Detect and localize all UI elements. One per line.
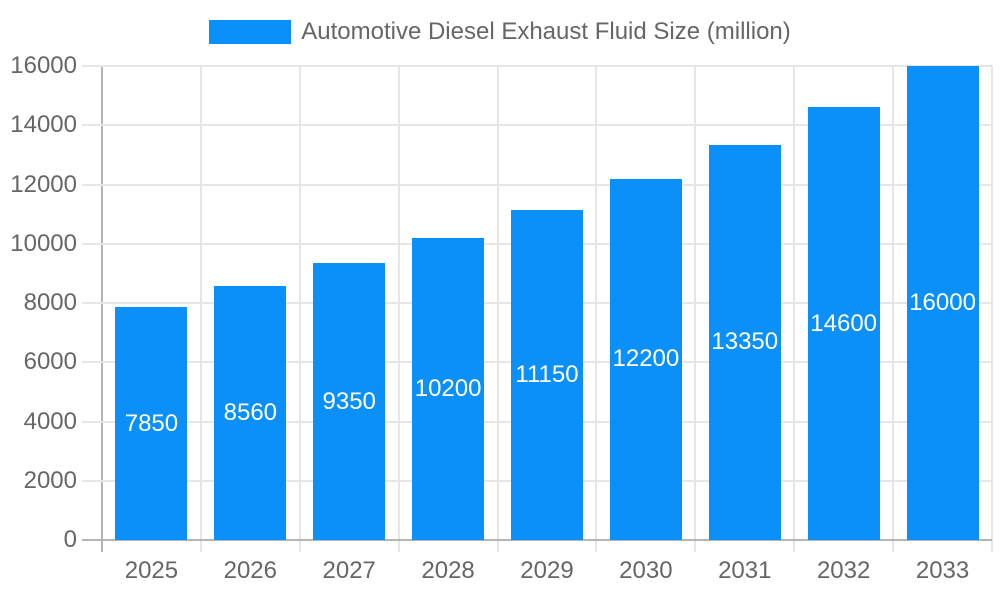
gridline-vertical (199, 66, 202, 552)
gridline-vertical (101, 66, 103, 552)
bar-value-label-2032: 14600 (810, 309, 878, 337)
x-axis-tick-label-2026: 2026 (223, 557, 277, 584)
gridline-horizontal (82, 539, 992, 541)
x-axis-tick-label-2029: 2029 (520, 557, 574, 584)
bar-value-label-2033: 16000 (909, 289, 976, 316)
y-axis-tick-label: 14000 (10, 111, 77, 139)
bar-2032 (807, 107, 880, 540)
x-axis-tick-label-2031: 2031 (718, 557, 772, 584)
y-axis-tick-label: 6000 (23, 348, 77, 376)
y-axis-tick-label: 16000 (10, 52, 77, 79)
bar-2031 (708, 144, 781, 540)
bar-value-label-2027: 9350 (322, 387, 376, 415)
x-axis-tick-label-2033: 2033 (915, 557, 970, 584)
y-axis-tick-label: 4000 (23, 407, 77, 435)
bar-2025 (115, 307, 188, 540)
bar-2033 (906, 66, 979, 540)
bar-value-label-2030: 12200 (612, 345, 680, 373)
bar-2026 (214, 286, 287, 540)
bar-value-label-2026: 8560 (223, 399, 278, 427)
x-axis-tick-label-2028: 2028 (421, 557, 475, 584)
y-axis-tick-label: 8000 (23, 289, 77, 316)
bar-value-label-2028: 10200 (414, 374, 482, 402)
bar-2028 (412, 237, 485, 540)
x-axis-tick-label-2030: 2030 (619, 557, 673, 584)
x-axis-tick-label-2032: 2032 (816, 557, 871, 584)
gridline-vertical (991, 66, 993, 552)
gridline-vertical (793, 66, 796, 552)
y-axis-tick-label: 2000 (23, 466, 77, 494)
gridline-vertical (298, 66, 301, 552)
y-axis-tick-label: 10000 (10, 229, 77, 257)
bar-2029 (511, 209, 583, 540)
bar-value-label-2029: 11150 (515, 360, 579, 388)
x-axis-tick-label-2027: 2027 (322, 557, 376, 584)
bar-2027 (313, 263, 386, 540)
gridline-vertical (397, 66, 400, 552)
legend-swatch (209, 20, 292, 44)
gridline-vertical (496, 66, 499, 552)
gridline-vertical (694, 66, 697, 552)
bar-value-label-2025: 7850 (124, 409, 179, 437)
y-axis-tick-label: 12000 (10, 170, 77, 198)
x-axis-tick-label-2025: 2025 (124, 557, 179, 584)
bar-2030 (609, 178, 682, 540)
legend-item[interactable]: Automotive Diesel Exhaust Fluid Size (mi… (0, 16, 1000, 48)
y-axis-tick-label: 0 (63, 526, 77, 553)
legend-label: Automotive Diesel Exhaust Fluid Size (mi… (301, 18, 791, 45)
gridline-horizontal (82, 124, 992, 127)
gridline-vertical (892, 66, 895, 552)
gridline-vertical (595, 66, 598, 552)
gridline-horizontal (82, 65, 992, 67)
bar-value-label-2031: 13350 (711, 328, 779, 356)
gridline-horizontal (82, 183, 992, 186)
